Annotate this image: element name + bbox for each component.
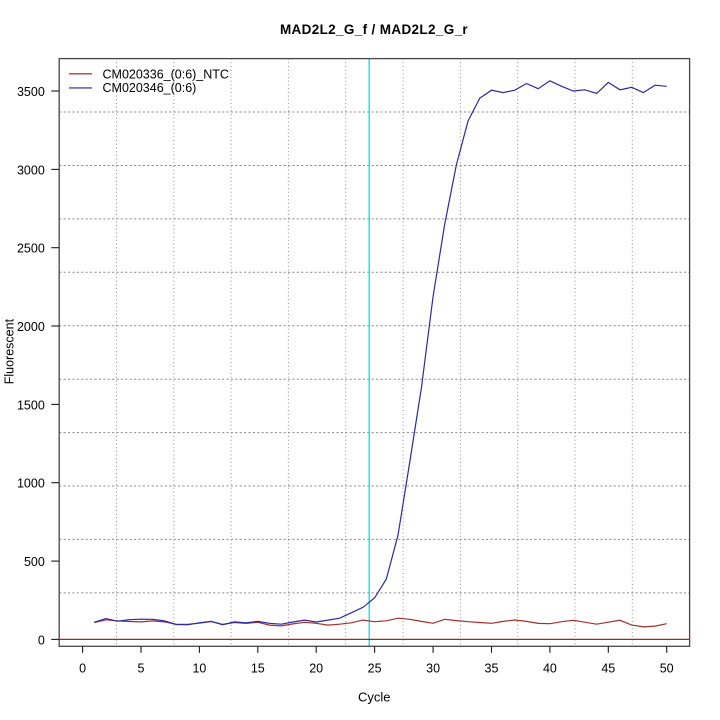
svg-text:15: 15 — [251, 662, 265, 676]
svg-text:500: 500 — [24, 555, 45, 569]
svg-text:30: 30 — [426, 662, 440, 676]
svg-text:MAD2L2_G_f / MAD2L2_G_r: MAD2L2_G_f / MAD2L2_G_r — [280, 22, 468, 37]
svg-text:Fluorescent: Fluorescent — [2, 318, 16, 384]
svg-text:25: 25 — [368, 662, 382, 676]
svg-text:0: 0 — [79, 662, 86, 676]
svg-text:10: 10 — [192, 662, 206, 676]
svg-text:20: 20 — [309, 662, 323, 676]
svg-text:50: 50 — [660, 662, 674, 676]
svg-text:3000: 3000 — [17, 163, 45, 177]
svg-text:Cycle: Cycle — [358, 689, 391, 704]
svg-text:40: 40 — [543, 662, 557, 676]
svg-text:1000: 1000 — [17, 477, 45, 491]
svg-text:CM020346_(0:6): CM020346_(0:6) — [103, 81, 197, 95]
svg-text:45: 45 — [601, 662, 615, 676]
svg-text:2500: 2500 — [17, 242, 45, 256]
svg-text:3500: 3500 — [17, 85, 45, 99]
svg-text:CM020336_(0:6)_NTC: CM020336_(0:6)_NTC — [103, 68, 229, 82]
svg-text:5: 5 — [138, 662, 145, 676]
svg-text:2000: 2000 — [17, 320, 45, 334]
svg-text:1500: 1500 — [17, 398, 45, 412]
svg-text:0: 0 — [38, 633, 45, 647]
svg-text:35: 35 — [485, 662, 499, 676]
